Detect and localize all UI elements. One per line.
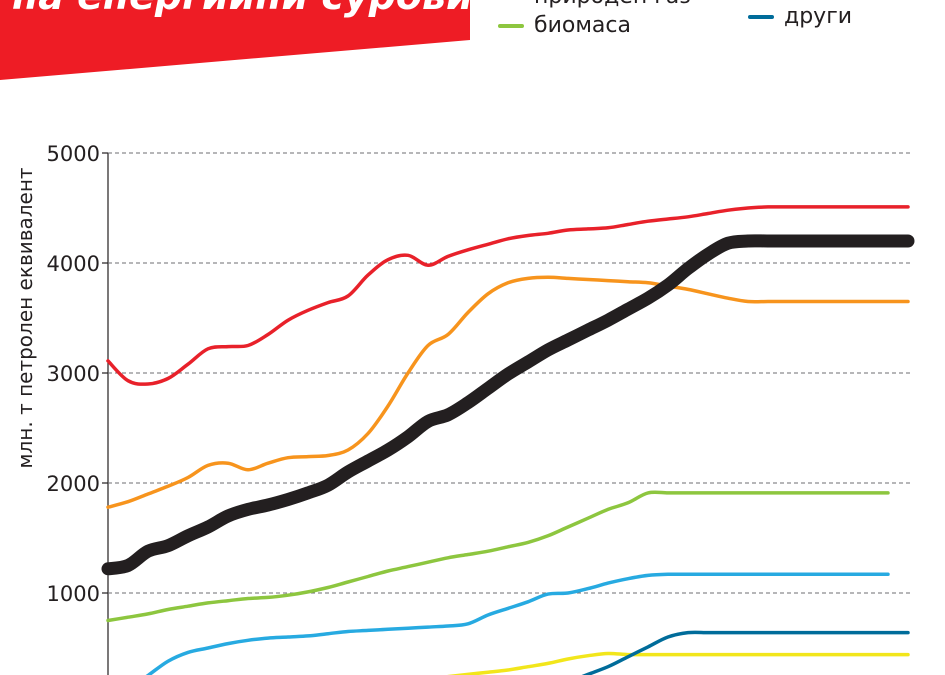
legend-label-other: други bbox=[784, 4, 853, 29]
y-axis-label: млн. т петролен еквивалент bbox=[13, 167, 37, 469]
banner-shape bbox=[0, 0, 470, 80]
y-tick-label-4000: 4000 bbox=[47, 252, 100, 276]
series-line-series-2 bbox=[106, 275, 910, 509]
legend-label-biomass: биомаса bbox=[534, 13, 631, 38]
y-tick-label-5000: 5000 bbox=[47, 142, 100, 166]
y-tick-label-3000: 3000 bbox=[47, 362, 100, 386]
legend-item-natural-gas: природен газ bbox=[498, 0, 691, 9]
series-line-series-6 bbox=[446, 651, 910, 675]
series-line-биомаса bbox=[106, 490, 890, 623]
title-banner bbox=[0, 0, 470, 80]
series-line-други bbox=[581, 630, 910, 675]
legend-swatch-biomass bbox=[498, 23, 524, 28]
y-tick-label-2000: 2000 bbox=[47, 472, 100, 496]
series-line-природен-газ bbox=[101, 234, 915, 576]
legend-swatch-other bbox=[748, 14, 774, 19]
legend-item-biomass: биомаса bbox=[498, 13, 631, 38]
legend-item-other: други bbox=[748, 4, 852, 29]
chart-title: на енергийни суровини bbox=[12, 0, 526, 18]
series-line-series-5 bbox=[145, 572, 890, 675]
series-line-series-1 bbox=[106, 205, 910, 386]
legend-label-natural-gas: природен газ bbox=[534, 0, 691, 9]
y-tick-label-1000: 1000 bbox=[47, 582, 100, 606]
